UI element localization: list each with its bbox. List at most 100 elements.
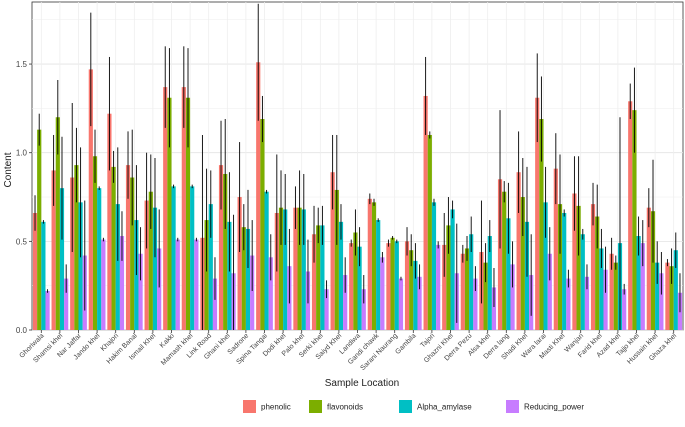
- bar-flavonoids: [278, 207, 284, 330]
- bar-flavonoids: [130, 177, 135, 330]
- bar-Reducing_power: [194, 239, 199, 330]
- bar-Reducing_power: [101, 239, 106, 330]
- bar-Reducing_power: [361, 289, 366, 330]
- bar-Reducing_power: [584, 276, 590, 330]
- legend: phenolic flavonoids Alpha_amylase Reducing_…: [243, 400, 584, 413]
- legend-key-flavonoids: [309, 400, 322, 413]
- bar-phenolic: [237, 197, 242, 330]
- bar-Alpha_amylase: [450, 209, 455, 330]
- bar-flavonoids: [111, 166, 116, 330]
- bar-Alpha_amylase: [413, 260, 418, 330]
- bar-Alpha_amylase: [655, 262, 660, 330]
- bars-group: [32, 62, 683, 331]
- bar-Reducing_power: [45, 290, 50, 330]
- bar-flavonoids: [427, 134, 432, 330]
- y-tick-label: 0.0: [16, 326, 28, 335]
- bar-Alpha_amylase: [357, 246, 362, 330]
- bar-Alpha_amylase: [115, 204, 120, 330]
- bar-phenolic: [497, 179, 503, 330]
- bar-flavonoids: [464, 248, 470, 330]
- bar-flavonoids: [55, 117, 60, 330]
- bar-flavonoids: [260, 119, 265, 331]
- bar-Reducing_power: [157, 248, 162, 330]
- legend-label-flavonoids: flavonoids: [327, 403, 363, 412]
- bar-phenolic: [311, 234, 317, 330]
- bar-Reducing_power: [473, 278, 478, 330]
- bar-phenolic: [349, 243, 354, 330]
- bar-phenolic: [628, 101, 633, 330]
- bar-flavonoids: [446, 225, 451, 330]
- bar-phenolic: [442, 244, 447, 330]
- bar-Reducing_power: [119, 236, 125, 330]
- bar-Alpha_amylase: [41, 221, 46, 330]
- legend-label-Reducing_power: Reducing_power: [524, 403, 584, 412]
- bar-Reducing_power: [324, 289, 329, 330]
- bar-flavonoids: [632, 110, 637, 330]
- bar-phenolic: [125, 165, 131, 330]
- bar-Reducing_power: [603, 269, 608, 330]
- bar-Reducing_power: [547, 253, 552, 330]
- bar-flavonoids: [223, 173, 228, 330]
- bar-Alpha_amylase: [190, 186, 195, 330]
- x-axis-label: Sample Location: [325, 378, 400, 389]
- bar-phenolic: [367, 198, 372, 330]
- bar-flavonoids: [669, 266, 674, 330]
- bar-phenolic: [330, 172, 335, 330]
- bar-Alpha_amylase: [580, 234, 585, 330]
- bar-phenolic: [88, 69, 93, 330]
- legend-key-Reducing_power: [506, 400, 519, 413]
- bar-Alpha_amylase: [245, 228, 251, 330]
- bar-flavonoids: [650, 211, 656, 330]
- bar-Reducing_power: [268, 257, 273, 330]
- bar-flavonoids: [297, 207, 302, 330]
- bar-Alpha_amylase: [469, 234, 474, 330]
- bar-flavonoids: [185, 97, 191, 330]
- bar-Reducing_power: [175, 239, 180, 330]
- bar-Reducing_power: [212, 278, 218, 330]
- bar-flavonoids: [37, 129, 42, 330]
- bar-Alpha_amylase: [599, 248, 604, 330]
- bar-Reducing_power: [64, 278, 69, 330]
- bar-phenolic: [665, 262, 670, 330]
- bar-Reducing_power: [343, 275, 348, 330]
- bar-flavonoids: [576, 205, 581, 330]
- legend-key-phenolic: [243, 400, 256, 413]
- bar-phenolic: [553, 168, 558, 330]
- bar-phenolic: [107, 113, 112, 330]
- bar-flavonoids: [390, 237, 395, 330]
- bar-flavonoids: [92, 156, 98, 330]
- bar-flavonoids: [502, 191, 507, 330]
- bar-Reducing_power: [398, 278, 404, 330]
- bar-Alpha_amylase: [227, 221, 232, 330]
- bar-Alpha_amylase: [338, 221, 344, 330]
- bar-Reducing_power: [250, 255, 255, 330]
- bar-flavonoids: [241, 227, 246, 330]
- bar-phenolic: [609, 253, 614, 330]
- bar-Reducing_power: [622, 289, 627, 330]
- bar-phenolic: [590, 204, 596, 330]
- bar-flavonoids: [371, 202, 377, 330]
- bar-Alpha_amylase: [171, 186, 176, 330]
- bar-Reducing_power: [138, 253, 143, 330]
- bar-flavonoids: [316, 225, 321, 330]
- bar-Alpha_amylase: [673, 250, 678, 330]
- bar-Alpha_amylase: [394, 241, 399, 330]
- bar-flavonoids: [148, 191, 153, 330]
- bar-phenolic: [423, 95, 428, 331]
- bar-flavonoids: [167, 97, 172, 330]
- bar-Alpha_amylase: [562, 212, 567, 330]
- bar-phenolic: [181, 87, 186, 331]
- bar-Reducing_power: [436, 244, 441, 330]
- bar-flavonoids: [483, 262, 488, 330]
- bar-flavonoids: [613, 262, 618, 330]
- legend-label-Alpha_amylase: Alpha_amylase: [417, 403, 472, 412]
- bar-Reducing_power: [417, 276, 422, 330]
- bar-phenolic: [32, 212, 38, 330]
- bar-phenolic: [386, 243, 391, 330]
- bar-phenolic: [535, 97, 540, 330]
- bar-Alpha_amylase: [487, 236, 492, 330]
- bar-phenolic: [144, 200, 149, 330]
- bar-Reducing_power: [640, 243, 645, 330]
- bar-flavonoids: [595, 216, 600, 330]
- bar-phenolic: [460, 253, 465, 330]
